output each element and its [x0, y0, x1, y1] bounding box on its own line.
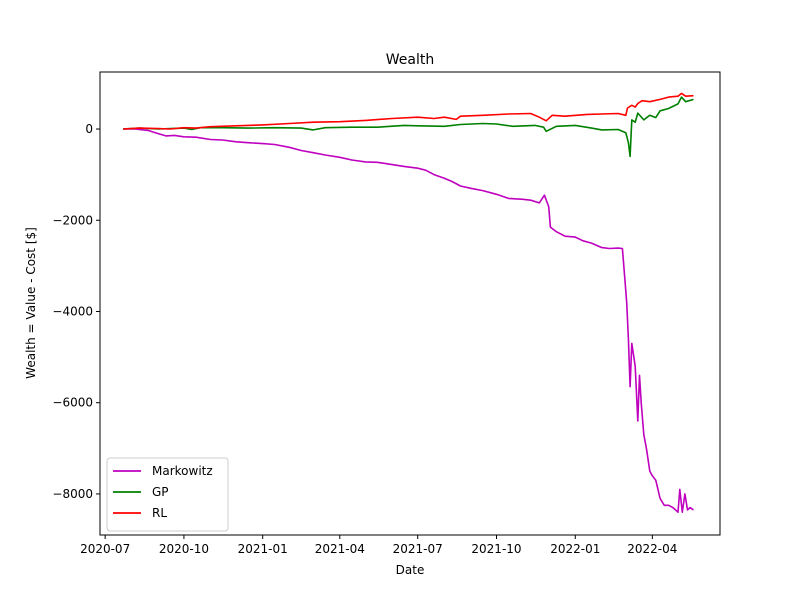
y-axis: 0 −2000 −4000 −6000 −8000 — [52, 122, 100, 501]
series-line-markowitz — [123, 128, 694, 513]
y-tick-label: −4000 — [52, 304, 93, 318]
x-axis-label: Date — [396, 563, 425, 577]
x-tick-label: 2021-07 — [393, 542, 443, 556]
y-tick-label: −6000 — [52, 396, 93, 410]
x-tick-label: 2021-01 — [238, 542, 288, 556]
y-tick-label: 0 — [85, 122, 93, 136]
legend-label-rl: RL — [152, 506, 167, 520]
legend: Markowitz GP RL — [106, 457, 229, 532]
x-tick-label: 2020-07 — [80, 542, 130, 556]
series-line-rl — [123, 92, 694, 130]
chart-title: Wealth — [386, 52, 434, 68]
y-tick-label: −2000 — [52, 213, 93, 227]
plot-frame — [99, 71, 721, 536]
legend-label-markowitz: Markowitz — [152, 464, 213, 478]
x-tick-label: 2020-10 — [159, 542, 209, 556]
x-axis: 2020-07 2020-10 2021-01 2021-04 2021-07 2021-… — [80, 535, 677, 556]
series-line-gp — [123, 96, 694, 158]
x-tick-label: 2022-04 — [627, 542, 677, 556]
y-axis-label: Wealth = Value - Cost [$] — [24, 227, 38, 379]
x-tick-label: 2021-10 — [471, 542, 521, 556]
y-tick-label: −8000 — [52, 487, 93, 501]
plot-lines — [123, 92, 694, 513]
legend-label-gp: GP — [152, 485, 169, 499]
x-tick-label: 2022-01 — [550, 542, 600, 556]
x-tick-label: 2021-04 — [315, 542, 365, 556]
